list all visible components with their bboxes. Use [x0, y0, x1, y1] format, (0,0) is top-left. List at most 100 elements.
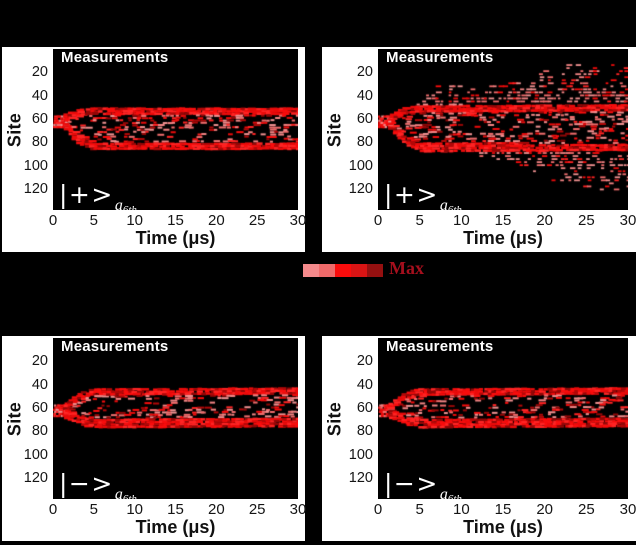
x-tick-label: 5: [89, 212, 98, 229]
x-tick-label: 20: [207, 212, 225, 229]
heatmap-canvas: [378, 338, 628, 499]
y-tick-label: 80: [356, 134, 373, 151]
y-tick-label: 20: [356, 64, 373, 81]
ket-subscript: a: [114, 486, 123, 503]
plot-area: Measurements |−>a6th: [53, 338, 298, 505]
ket-subsubscript: 6th: [122, 493, 137, 505]
x-tick-label: 5: [89, 501, 98, 518]
x-axis-label: Time (μs): [135, 517, 216, 537]
colorbar-swatch: [319, 264, 335, 277]
panel-top-left: Site 20 40 60 80 100 120 Measurements |+>a6th…: [2, 47, 307, 252]
x-tick-label: 10: [126, 212, 143, 229]
x-tick-label: 30: [619, 212, 636, 229]
x-tick-label: 0: [48, 212, 58, 229]
plot-title: Measurements: [61, 49, 169, 66]
x-tick-label: 10: [452, 212, 470, 229]
x-tick-label: 25: [577, 501, 595, 518]
x-tick-label: 30: [289, 212, 307, 229]
panel-bottom-left: Site 20 40 60 80 100 120 Measurements |−>a6th…: [2, 336, 307, 541]
plot-title: Measurements: [61, 338, 169, 355]
x-axis-label: Time (μs): [463, 228, 543, 248]
x-tick-label: 15: [167, 501, 184, 518]
x-axis-ticks: 0 5 10 15 20 25 30: [49, 501, 307, 519]
y-tick-label: 120: [348, 181, 373, 197]
x-tick-label: 0: [373, 501, 383, 518]
colorbar-swatch: [303, 264, 319, 277]
x-tick-label: 30: [289, 501, 307, 518]
y-axis-ticks: 20 40 60 80 100 120: [2, 47, 48, 217]
plot-title: Measurements: [386, 338, 494, 355]
ket-subsubscript: 6th: [447, 493, 462, 505]
y-tick-label: 60: [31, 400, 48, 416]
x-axis-ticks: 0 5 10 15 20 25 30: [374, 212, 636, 230]
x-tick-label: 10: [126, 501, 143, 518]
colorbar-max-label: Max: [389, 258, 424, 278]
x-tick-label: 20: [536, 212, 553, 229]
y-tick-label: 80: [31, 423, 48, 440]
x-tick-label: 15: [167, 212, 184, 229]
heatmap-canvas: [53, 338, 298, 499]
y-tick-label: 120: [23, 181, 48, 197]
x-axis-label: Time (μs): [463, 517, 543, 537]
x-axis-label: Time (μs): [135, 228, 216, 248]
x-tick-label: 25: [248, 501, 266, 518]
y-tick-label: 80: [356, 423, 373, 440]
x-tick-label: 25: [577, 212, 595, 229]
ket-subsubscript: 6th: [122, 204, 137, 216]
y-tick-label: 40: [356, 87, 373, 104]
colorbar-swatch: [367, 264, 383, 277]
plot-area: Measurements |−>a6th: [378, 338, 628, 505]
x-tick-label: 15: [494, 212, 512, 229]
y-tick-label: 120: [348, 470, 373, 486]
y-axis-ticks: 20 40 60 80 100 120: [2, 336, 48, 506]
ket-symbol: |−>: [384, 469, 439, 498]
ket-symbol: |+>: [384, 180, 439, 209]
x-tick-label: 10: [452, 501, 470, 518]
ket-subscript: a: [439, 197, 448, 214]
x-tick-label: 0: [48, 501, 58, 518]
y-tick-label: 100: [348, 157, 373, 174]
y-tick-label: 80: [31, 134, 48, 151]
plot-area: Measurements |+>a6th: [53, 49, 298, 216]
plot-area: Measurements |+>a6th: [378, 49, 628, 216]
state-label: |+>a6th: [59, 180, 137, 216]
colorbar: [303, 264, 383, 277]
ket-subscript: a: [439, 486, 448, 503]
x-axis-ticks: 0 5 10 15 20 25 30: [49, 212, 307, 230]
ket-subscript: a: [114, 197, 123, 214]
colorbar-swatch: [335, 264, 351, 277]
state-label: |−>a6th: [384, 469, 462, 505]
plot-title: Measurements: [386, 49, 494, 66]
x-tick-label: 5: [415, 212, 424, 229]
panel-top-right: Site 20 40 60 80 100 120 Measurements |+>a6th…: [322, 47, 636, 252]
y-tick-label: 40: [31, 87, 48, 104]
y-tick-label: 60: [356, 111, 373, 127]
heatmap-canvas: [378, 49, 628, 210]
x-tick-label: 15: [494, 501, 512, 518]
x-axis-ticks: 0 5 10 15 20 25 30: [374, 501, 636, 519]
y-tick-label: 120: [23, 470, 48, 486]
y-tick-label: 20: [31, 64, 48, 81]
x-tick-label: 20: [536, 501, 553, 518]
state-label: |−>a6th: [59, 469, 137, 505]
y-axis-ticks: 20 40 60 80 100 120: [322, 47, 373, 217]
y-tick-label: 100: [348, 446, 373, 463]
x-tick-label: 0: [373, 212, 383, 229]
x-tick-label: 25: [248, 212, 266, 229]
y-tick-label: 20: [356, 353, 373, 370]
y-tick-label: 20: [31, 353, 48, 370]
ket-symbol: |+>: [59, 180, 114, 209]
x-tick-label: 20: [207, 501, 225, 518]
panel-bottom-right: Site 20 40 60 80 100 120 Measurements |−>a6th…: [322, 336, 636, 541]
y-tick-label: 40: [31, 376, 48, 393]
y-tick-label: 100: [23, 446, 48, 463]
heatmap-canvas: [53, 49, 298, 210]
ket-symbol: |−>: [59, 469, 114, 498]
y-axis-ticks: 20 40 60 80 100 120: [322, 336, 373, 506]
colorbar-swatch: [351, 264, 367, 277]
ket-subsubscript: 6th: [447, 204, 462, 216]
y-tick-label: 100: [23, 157, 48, 174]
y-tick-label: 60: [31, 111, 48, 127]
y-tick-label: 40: [356, 376, 373, 393]
